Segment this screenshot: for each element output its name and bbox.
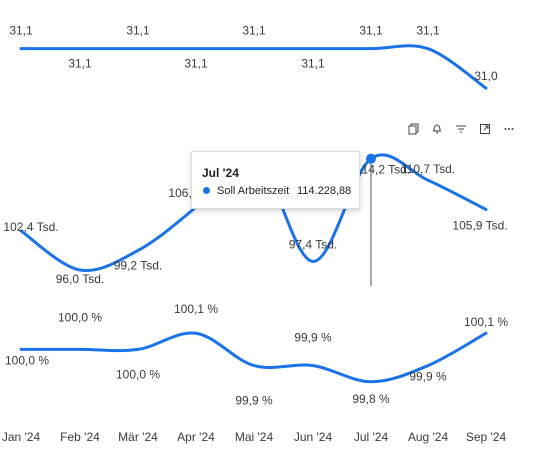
data-label: 99,2 Tsd.	[114, 258, 162, 272]
data-point[interactable]	[485, 208, 488, 211]
data-label: 100,0 %	[5, 353, 49, 367]
data-point[interactable]	[253, 364, 256, 367]
x-axis: Jan '24 Feb '24 Mär '24 Apr '24 Mai '24 Jun '…	[2, 430, 507, 444]
data-point[interactable]	[312, 260, 315, 263]
data-point[interactable]	[253, 47, 256, 50]
data-point[interactable]	[485, 87, 488, 90]
data-label: 102,4 Tsd.	[3, 220, 58, 234]
data-label: 100,0 %	[116, 367, 160, 381]
tooltip-series-name: Soll Arbeitszeit	[217, 185, 290, 197]
data-label: 97,4 Tsd.	[289, 237, 337, 251]
data-label: 114,2 Tsd.	[356, 163, 410, 177]
data-label: 31,1	[68, 57, 92, 71]
series-line	[19, 331, 488, 384]
data-label: 31,1	[301, 57, 325, 71]
data-point[interactable]	[195, 47, 198, 50]
data-label: 100,1 %	[464, 315, 508, 329]
data-label: 31,1	[9, 24, 33, 38]
x-tick-label: Sep '24	[466, 430, 507, 444]
data-label: 31,0	[474, 69, 498, 83]
data-label: 96,0 Tsd.	[56, 272, 104, 286]
x-tick-label: Jan '24	[2, 430, 41, 444]
data-point[interactable]	[312, 364, 315, 367]
data-label: 99,9 %	[294, 331, 332, 345]
data-label: 31,1	[126, 24, 150, 38]
data-tooltip: Jul '24 Soll Arbeitszeit 114.228,88	[191, 151, 360, 209]
data-label: 105,9 Tsd.	[452, 219, 507, 233]
x-tick-label: Jun '24	[294, 430, 333, 444]
highlighted-data-point[interactable]	[366, 153, 376, 164]
more-options-icon[interactable]	[501, 121, 517, 137]
data-point[interactable]	[137, 249, 140, 252]
tooltip-value: 114.228,88	[297, 185, 352, 197]
x-tick-label: Mai '24	[235, 430, 274, 444]
data-point[interactable]	[485, 332, 488, 335]
data-point[interactable]	[79, 47, 82, 50]
data-point[interactable]	[195, 332, 198, 335]
data-label: 99,8 %	[352, 392, 390, 406]
top-line-chart: 31,1 31,1 31,1 31,1 31,1 31,1 31,1 31,1 31,0	[9, 24, 498, 90]
data-label: 31,1	[416, 24, 440, 38]
pin-icon[interactable]	[429, 121, 445, 137]
focus-mode-icon[interactable]	[477, 121, 493, 137]
tooltip-title: Jul '24	[202, 166, 239, 180]
x-tick-label: Apr '24	[177, 430, 215, 444]
data-label: 31,1	[242, 24, 266, 38]
visual-header-toolbar	[405, 121, 517, 137]
copy-icon[interactable]	[405, 121, 421, 137]
data-point[interactable]	[370, 47, 373, 50]
data-label: 99,9 %	[235, 394, 273, 408]
data-point[interactable]	[20, 47, 23, 50]
bottom-line-chart: 100,0 % 100,0 % 100,0 % 100,1 % 99,9 % 99,9 %…	[5, 302, 508, 407]
x-tick-label: Feb '24	[60, 430, 100, 444]
data-label: 31,1	[359, 24, 383, 38]
data-point[interactable]	[137, 47, 140, 50]
x-tick-label: Jul '24	[354, 430, 389, 444]
filter-icon[interactable]	[453, 121, 469, 137]
data-point[interactable]	[20, 348, 23, 351]
data-label: 110,7 Tsd.	[401, 162, 455, 176]
data-label: 99,9 %	[409, 370, 447, 384]
data-point[interactable]	[427, 47, 430, 50]
data-point[interactable]	[370, 380, 373, 383]
data-point[interactable]	[137, 348, 140, 351]
data-label: 31,1	[184, 57, 208, 71]
data-point[interactable]	[312, 47, 315, 50]
x-tick-label: Aug '24	[408, 430, 449, 444]
data-label: 100,0 %	[58, 310, 102, 324]
x-tick-label: Mär '24	[118, 430, 158, 444]
tooltip-series-color-dot	[203, 187, 210, 194]
data-point[interactable]	[427, 364, 430, 367]
data-point[interactable]	[79, 348, 82, 351]
series-line	[19, 44, 488, 90]
data-point[interactable]	[427, 179, 430, 182]
data-label: 100,1 %	[174, 302, 218, 316]
